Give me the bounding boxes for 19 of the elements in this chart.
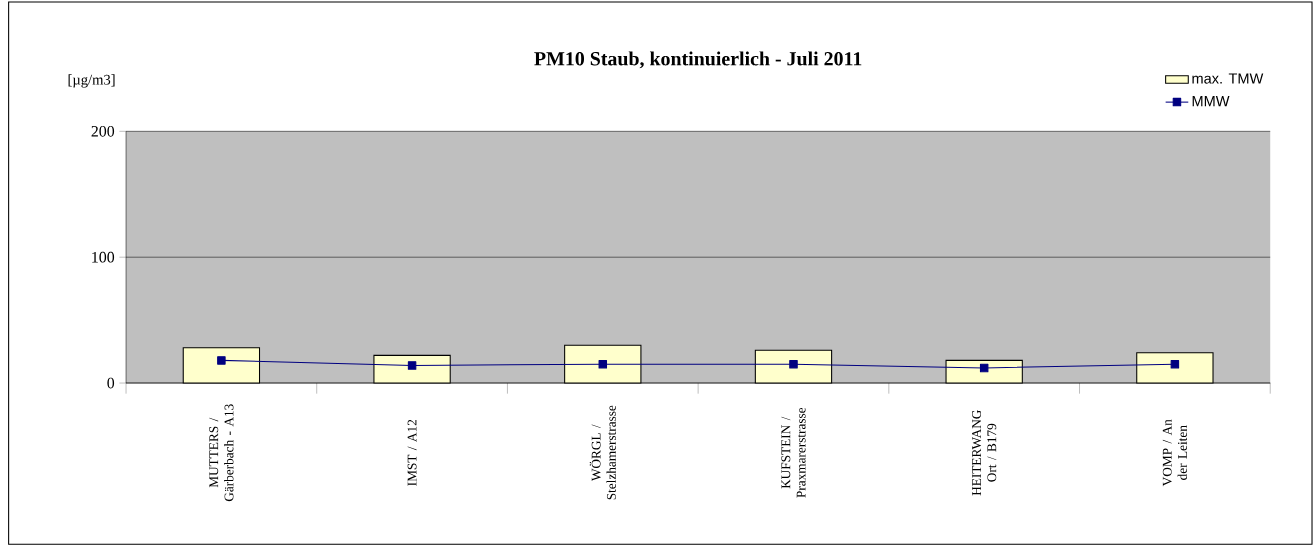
point xyxy=(407,361,417,370)
x-tick-label: WÖRGL / Stelzhamerstrasse xyxy=(589,405,616,500)
x-tick-label: VOMP / An der Leiten xyxy=(1162,419,1187,487)
x-tick-label: HEITERWANG Ort / B179 xyxy=(972,409,997,496)
x-tick-label: IMST / A12 xyxy=(407,419,417,486)
legend-label: max. TMW xyxy=(1192,73,1264,84)
point xyxy=(1170,359,1180,369)
point xyxy=(789,359,798,369)
chart-title: PM10 Staub, kontinuierlich - Juli 2011 xyxy=(534,51,862,69)
point xyxy=(598,359,608,369)
x-tick-label: MUTTERS / Gärberbach - A13 xyxy=(209,404,234,502)
x-tick-label: KUFSTEIN / Praxmarerstrasse xyxy=(781,407,806,498)
y-tick-label: 100 xyxy=(92,251,115,263)
y-axis-title: [µg/m3] xyxy=(68,74,115,88)
point xyxy=(979,363,989,373)
y-tick-label: 0 xyxy=(107,377,115,389)
point xyxy=(217,356,226,365)
legend-label: MMW xyxy=(1192,96,1230,107)
y-tick-label: 200 xyxy=(91,125,115,137)
